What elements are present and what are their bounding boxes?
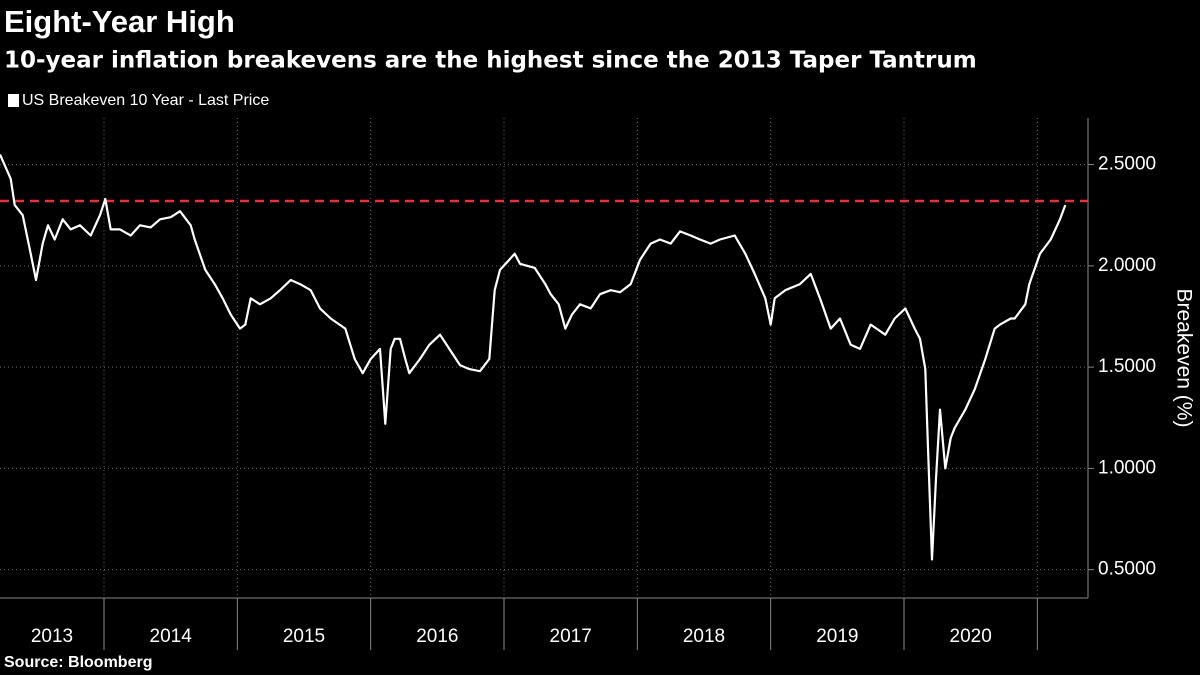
y-tick-label: 1.0000 [1098, 457, 1156, 478]
x-tick-label: 2018 [683, 626, 725, 647]
x-tick-label: 2020 [950, 626, 992, 647]
x-tick-label: 2017 [550, 626, 592, 647]
legend-swatch [8, 94, 19, 107]
y-tick-label: 0.5000 [1098, 559, 1156, 580]
chart-title: Eight-Year High [4, 4, 235, 39]
y-tick-label: 2.5000 [1098, 154, 1156, 175]
y-axis-title: Breakeven (%) [1172, 289, 1195, 428]
x-tick-label: 2016 [416, 626, 458, 647]
x-tick-label: 2014 [150, 626, 193, 647]
series-line [0, 154, 1067, 561]
x-tick-label: 2019 [816, 626, 858, 647]
y-tick-label: 1.5000 [1098, 356, 1156, 377]
y-tick-label: 2.0000 [1098, 255, 1156, 276]
legend-label: US Breakeven 10 Year - Last Price [22, 92, 269, 109]
x-tick-label: 2013 [31, 626, 73, 647]
x-tick-label: 2015 [283, 626, 325, 647]
source: Source: Bloomberg [4, 654, 152, 671]
chart-subtitle: 10-year inflation breakevens are the hig… [4, 48, 977, 74]
